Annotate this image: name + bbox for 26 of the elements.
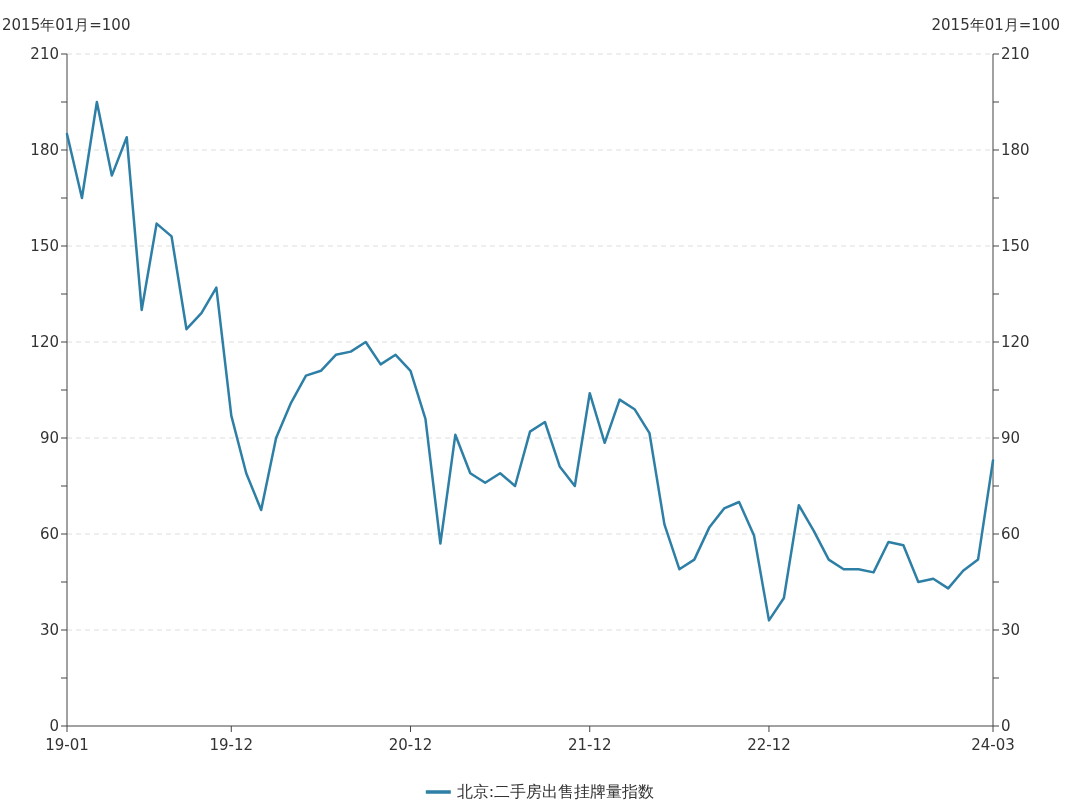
x-tick-label: 22-12: [747, 736, 791, 754]
x-tick-label: 20-12: [388, 736, 433, 754]
y-tick-label: 90: [39, 429, 59, 447]
y2-tick-label: 0: [1001, 717, 1011, 735]
x-tick-label: 24-03: [971, 736, 1015, 754]
line-series: [65, 100, 995, 622]
y2-tick-label: 120: [1001, 333, 1030, 351]
y-tick-label: 210: [30, 45, 59, 63]
y-tick-label: 0: [49, 717, 59, 735]
x-tick-label: 21-12: [567, 736, 612, 754]
y-tick-label: 60: [39, 525, 59, 543]
y2-tick-label: 90: [1001, 429, 1021, 447]
y-tick-label: 30: [39, 621, 59, 639]
y2-tick-label: 150: [1001, 237, 1030, 255]
y2-axis-title: 2015年01月=100: [931, 16, 1060, 34]
x-tick-label: 19-12: [209, 736, 254, 754]
y2-tick-label: 30: [1001, 621, 1021, 639]
y-tick-label: 180: [30, 141, 59, 159]
y-axis-title: 2015年01月=100: [2, 16, 131, 34]
y-tick-label: 120: [30, 333, 59, 351]
y2-tick-label: 60: [1001, 525, 1021, 543]
legend-label: 北京:二手房出售挂牌量指数: [456, 782, 655, 801]
y2-tick-label: 210: [1001, 45, 1030, 63]
x-tick-label: 19-01: [45, 736, 89, 754]
y2-tick-label: 180: [1001, 141, 1030, 159]
y-tick-label: 150: [30, 237, 59, 255]
